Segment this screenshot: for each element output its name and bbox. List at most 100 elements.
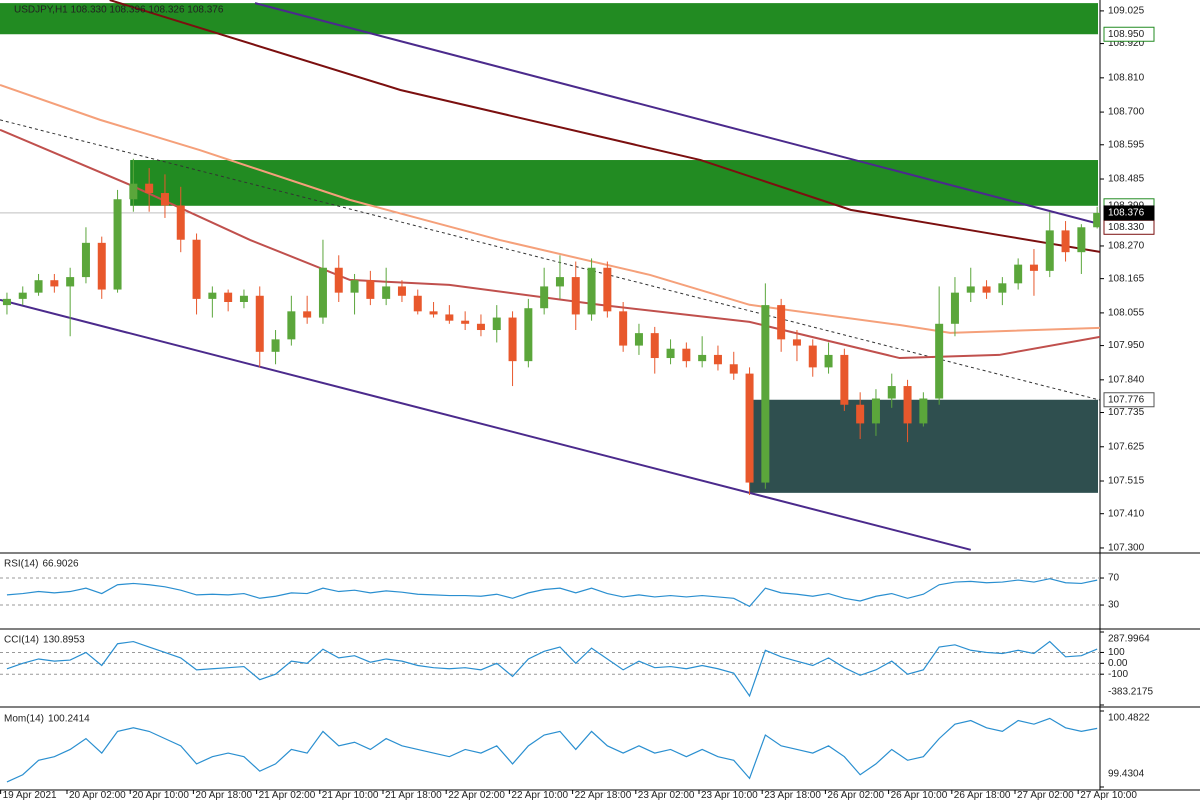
candle-body	[271, 339, 280, 352]
y-tick-label: 0.00	[1108, 658, 1128, 669]
indicator-plot	[6, 578, 1098, 608]
indicator-name: CCI(14)	[4, 635, 39, 646]
candle-body	[555, 277, 564, 287]
candle-body	[777, 305, 786, 340]
candle-body	[903, 386, 912, 424]
x-tick-label: 22 Apr 02:00	[448, 790, 505, 800]
candle-body	[966, 286, 975, 293]
overlay-line	[0, 128, 1100, 360]
candle-body	[255, 295, 264, 352]
indicator-value: 100.2414	[48, 714, 90, 725]
level-label-box	[1103, 392, 1155, 408]
y-tick-label: 287.9964	[1108, 634, 1150, 645]
chart-title: USDJPY,H1 108.330 108.396 108.326 108.37…	[14, 5, 224, 16]
candle-body	[856, 404, 865, 424]
candle-body	[603, 267, 612, 312]
candle-body	[792, 339, 801, 346]
candle-body	[445, 314, 454, 321]
level-label: 107.776	[1108, 394, 1145, 405]
candle-body	[334, 267, 343, 293]
candle-body	[1029, 264, 1038, 271]
y-tick-label: 108.165	[1108, 273, 1145, 284]
x-tick-label: 26 Apr 10:00	[891, 790, 948, 800]
candle-body	[824, 354, 833, 368]
candle-body	[318, 267, 327, 318]
indicator-line	[6, 640, 1098, 698]
level-label: 108.376	[1108, 208, 1145, 219]
indicator-name: Mom(14)	[4, 714, 44, 725]
candle-body	[176, 205, 185, 240]
candle-body	[713, 354, 722, 365]
y-tick-label: 30	[1108, 600, 1120, 611]
y-tick-label: 108.055	[1108, 308, 1145, 319]
candle-body	[950, 292, 959, 324]
overlay-line	[254, 2, 1100, 226]
candle-body	[145, 183, 154, 194]
candle-body	[2, 298, 11, 306]
indicator-line	[6, 717, 1098, 783]
candle-body	[492, 317, 501, 331]
indicator-line	[6, 578, 1098, 608]
level-label-box	[1103, 205, 1155, 221]
candle-body	[634, 333, 643, 346]
candle-body	[887, 386, 896, 399]
candle-body	[81, 242, 90, 278]
candle-body	[650, 333, 659, 359]
candle-body	[761, 305, 770, 483]
x-tick-label: 27 Apr 02:00	[1017, 790, 1074, 800]
zone	[0, 3, 1098, 35]
candle-body	[413, 295, 422, 312]
candle-body	[50, 280, 59, 287]
y-tick-label: 107.300	[1108, 543, 1145, 554]
y-tick-label: 70	[1108, 573, 1120, 584]
candle-body	[224, 292, 233, 302]
y-tick-label: -100	[1108, 669, 1128, 680]
candle-body	[66, 277, 75, 287]
candle-body	[587, 267, 596, 315]
y-tick-label: 107.840	[1108, 374, 1145, 385]
candle-body	[508, 317, 517, 362]
candle-body	[208, 292, 217, 299]
y-tick-label: 109.025	[1108, 6, 1145, 17]
indicator-plot	[6, 717, 1098, 783]
x-tick-label: 20 Apr 02:00	[69, 790, 126, 800]
candle-body	[729, 364, 738, 374]
candle-body	[366, 280, 375, 299]
candle-body	[1045, 230, 1054, 271]
candle-body	[745, 373, 754, 483]
candle-body	[935, 323, 944, 399]
y-tick-label: 108.270	[1108, 241, 1145, 252]
y-tick-label: 107.950	[1108, 340, 1145, 351]
candle-body	[1093, 212, 1100, 228]
x-tick-label: 22 Apr 10:00	[511, 790, 568, 800]
candle-body	[239, 295, 248, 302]
candle-body	[382, 286, 391, 299]
overlay-line	[0, 298, 972, 551]
candle-body	[1061, 230, 1070, 253]
candle-body	[287, 311, 296, 340]
y-tick-label: 108.920	[1108, 38, 1145, 49]
x-tick-label: 23 Apr 10:00	[701, 790, 758, 800]
y-tick-label: 99.4304	[1108, 769, 1145, 780]
overlay-line	[0, 84, 1100, 334]
candle-body	[34, 280, 43, 293]
indicator-plot	[6, 640, 1098, 698]
x-tick-label: 19 Apr 2021	[3, 790, 57, 800]
x-tick-label: 26 Apr 18:00	[954, 790, 1011, 800]
candle-body	[350, 280, 359, 293]
candle-body	[1014, 264, 1023, 284]
y-tick-label: 107.410	[1108, 508, 1145, 519]
candle-body	[698, 354, 707, 362]
candle-body	[919, 398, 928, 424]
candle-body	[524, 308, 533, 362]
candle-body	[113, 199, 122, 290]
candle-body	[682, 348, 691, 362]
level-label: 108.950	[1108, 29, 1145, 40]
candle-body	[160, 193, 169, 206]
candle-body	[303, 311, 312, 318]
x-tick-label: 20 Apr 10:00	[132, 790, 189, 800]
candle-body	[540, 286, 549, 309]
x-tick-label: 21 Apr 10:00	[322, 790, 379, 800]
x-tick-label: 21 Apr 18:00	[385, 790, 442, 800]
